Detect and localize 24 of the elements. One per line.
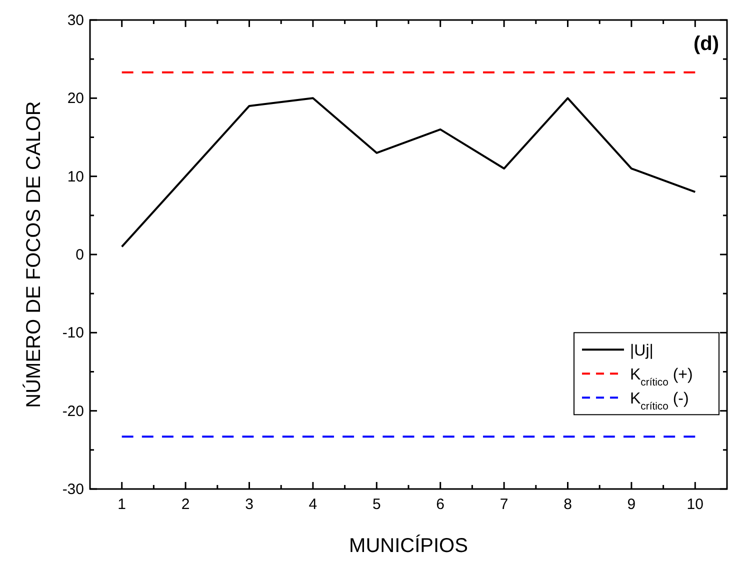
x-tick-label: 1: [118, 496, 126, 513]
y-axis-title: NÚMERO DE FOCOS DE CALOR: [22, 101, 45, 408]
x-tick-label: 6: [436, 496, 445, 513]
x-axis-title: MUNICÍPIOS: [349, 534, 468, 557]
legend-label: |Uj|: [630, 342, 654, 360]
x-tick-label: 5: [372, 496, 381, 513]
legend-label: K$_{crítico}$ (+): [630, 366, 693, 388]
y-tick-label: 30: [67, 12, 84, 29]
y-tick-label: -20: [62, 402, 84, 420]
y-tick-label: -30: [62, 481, 84, 498]
line-series: [120, 97, 696, 248]
y-tick-label: -10: [62, 324, 84, 342]
y-tick-label: 20: [67, 90, 84, 108]
x-tick-label: 2: [181, 496, 190, 513]
y-tick-label: 10: [67, 168, 84, 186]
legend-label: K$_{crítico}$ (-): [630, 390, 689, 412]
x-tick-label: 8: [564, 496, 572, 513]
x-tick-label: 3: [245, 496, 254, 513]
annotation: (d): [693, 33, 719, 55]
x-tick-label: 7: [500, 496, 508, 513]
x-tick-label: 4: [308, 496, 318, 513]
x-tick-label: 9: [627, 496, 636, 513]
y-tick-label: 0: [76, 246, 84, 264]
x-tick-label: 10: [686, 496, 704, 513]
